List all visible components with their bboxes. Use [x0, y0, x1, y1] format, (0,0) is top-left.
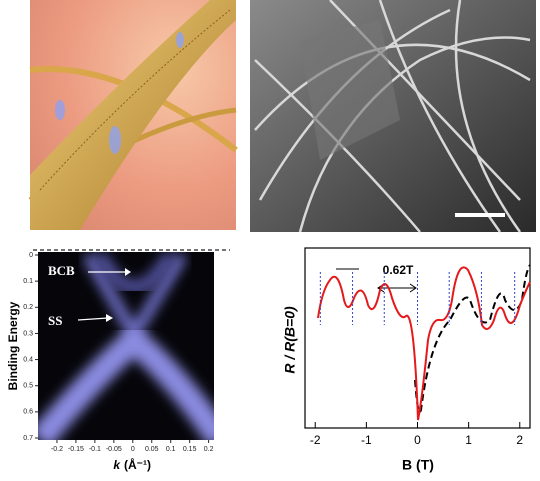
x-tick-label: -0.1 [89, 446, 101, 453]
x-axis-label: (Å⁻¹) [124, 457, 151, 472]
x-tick-label: 0 [131, 446, 135, 453]
x-tick-label: -0.05 [106, 446, 122, 453]
x-tick-label: -2 [310, 433, 321, 447]
y-tick-label: 0.3 [23, 330, 33, 337]
band-label: BCB [48, 263, 75, 278]
x-axis-label: k [113, 458, 121, 472]
x-tick-label: 0.05 [145, 446, 159, 453]
y-tick-label: 0.4 [23, 356, 33, 363]
x-tick-label: 0.2 [204, 446, 214, 453]
y-tick-label: 0.7 [23, 435, 33, 442]
y-axis-label: Binding Energy [6, 301, 20, 390]
y-tick-label: 0.5 [23, 383, 33, 390]
x-tick-label: 2 [516, 433, 523, 447]
y-tick-label: 0.1 [23, 278, 33, 285]
arpes-panel: BCB SS Binding Energy k (Å⁻¹) [6, 249, 230, 472]
x-tick-label: 0 [414, 433, 421, 447]
x-tick-label: -0.15 [68, 446, 84, 453]
x-tick-label: 0.15 [183, 446, 197, 453]
x-tick-label: -0.2 [51, 446, 63, 453]
sem-image [250, 0, 536, 233]
y-tick-label: 0.6 [23, 409, 33, 416]
y-tick-label: 0 [29, 252, 33, 259]
device-rendering [28, 0, 238, 230]
x-tick-label: 1 [465, 433, 472, 447]
band-label: SS [48, 313, 62, 328]
x-axis-label: B (T) [402, 457, 434, 473]
x-tick-label: 0.1 [166, 446, 176, 453]
annotation: 0.62T [383, 263, 414, 277]
x-tick-label: -1 [361, 433, 372, 447]
y-axis-label: R / R(B=0) [282, 306, 298, 374]
y-tick-label: 0.2 [23, 304, 33, 311]
